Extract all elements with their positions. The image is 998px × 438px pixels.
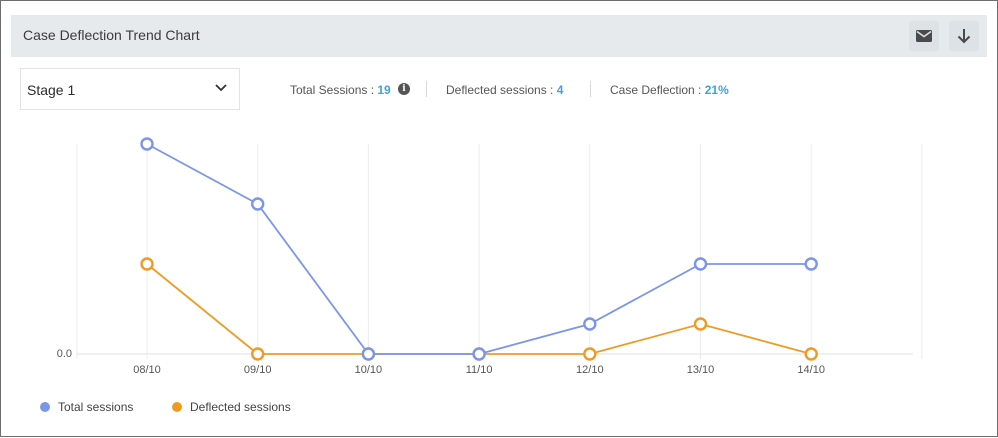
legend-dot-total	[40, 402, 50, 412]
data-point-total	[361, 347, 376, 361]
x-tick-label: 13/10	[687, 364, 715, 376]
mail-icon	[916, 30, 932, 42]
deflected-sessions-label: Deflected sessions :	[446, 83, 557, 97]
chevron-down-icon	[215, 84, 227, 92]
x-tick-label: 14/10	[797, 364, 825, 376]
case-deflection-value: 21%	[704, 83, 729, 97]
case-deflection-label: Case Deflection :	[610, 83, 705, 97]
stat-divider	[426, 81, 427, 97]
data-point-deflected	[583, 347, 597, 361]
x-tick-label: 08/10	[133, 364, 161, 376]
download-button[interactable]	[949, 21, 979, 51]
data-point-total	[583, 317, 597, 331]
legend-item-total[interactable]: Total sessions	[40, 400, 133, 414]
email-button[interactable]	[909, 21, 939, 51]
data-point-total	[804, 257, 818, 271]
legend-label-deflected: Deflected sessions	[190, 400, 291, 414]
data-point-total	[251, 197, 265, 211]
deflected-sessions-value: 4	[556, 83, 564, 97]
y-tick-label: 0.0	[57, 348, 72, 360]
panel-title: Case Deflection Trend Chart	[23, 27, 200, 43]
data-point-total	[693, 257, 708, 271]
data-point-total	[472, 347, 486, 361]
x-tick-label: 10/10	[355, 364, 383, 376]
case-deflection-stat: Case Deflection : 21%	[610, 83, 729, 97]
legend-item-deflected[interactable]: Deflected sessions	[172, 400, 291, 414]
legend-label-total: Total sessions	[58, 400, 134, 414]
legend-dot-deflected	[172, 402, 182, 412]
data-point-deflected	[804, 347, 818, 361]
data-point-deflected	[140, 257, 154, 271]
x-tick-label: 09/10	[244, 364, 272, 376]
total-sessions-value: 19	[377, 83, 391, 97]
data-point-deflected	[693, 317, 708, 331]
data-point-total	[140, 137, 154, 151]
stat-divider	[590, 81, 591, 97]
info-icon[interactable]: i	[398, 83, 410, 95]
total-sessions-label: Total Sessions :	[290, 83, 378, 97]
data-point-deflected	[251, 347, 265, 361]
x-tick-label: 11/10	[466, 364, 493, 376]
download-icon	[957, 29, 971, 44]
x-tick-label: 12/10	[576, 364, 604, 376]
total-sessions-stat: Total Sessions : 19	[290, 83, 391, 97]
deflected-sessions-stat: Deflected sessions : 4	[446, 83, 563, 97]
panel-header: Case Deflection Trend Chart	[11, 15, 987, 57]
stage-select[interactable]: Stage 1	[20, 68, 240, 110]
stage-select-value: Stage 1	[27, 82, 76, 98]
